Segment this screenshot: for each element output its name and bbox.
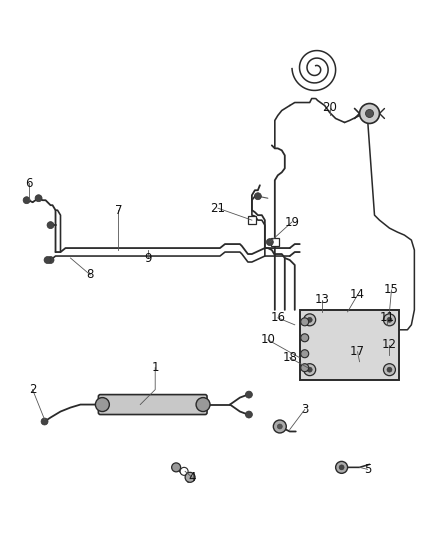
- Text: 20: 20: [322, 101, 337, 114]
- Text: 6: 6: [25, 177, 32, 190]
- Text: 14: 14: [350, 288, 365, 301]
- Circle shape: [339, 465, 344, 470]
- Text: 10: 10: [261, 333, 275, 346]
- Circle shape: [196, 398, 210, 411]
- Text: 1: 1: [152, 361, 159, 374]
- Circle shape: [360, 103, 379, 124]
- Text: 13: 13: [314, 293, 329, 306]
- Circle shape: [273, 420, 286, 433]
- Circle shape: [307, 367, 312, 372]
- Circle shape: [44, 256, 51, 263]
- Circle shape: [266, 239, 273, 246]
- Circle shape: [35, 195, 42, 201]
- Circle shape: [47, 256, 54, 263]
- Text: 5: 5: [364, 463, 371, 476]
- Text: 18: 18: [283, 351, 297, 364]
- Circle shape: [301, 318, 309, 326]
- Circle shape: [180, 467, 188, 475]
- Circle shape: [245, 411, 252, 418]
- Text: 4: 4: [188, 471, 196, 484]
- Bar: [271, 238, 279, 246]
- Text: 21: 21: [211, 201, 226, 215]
- Circle shape: [366, 109, 374, 117]
- Bar: [300, 310, 399, 379]
- Circle shape: [301, 350, 309, 358]
- Bar: [248, 216, 256, 224]
- FancyBboxPatch shape: [99, 394, 207, 415]
- Text: 19: 19: [284, 216, 299, 229]
- Text: 16: 16: [270, 311, 285, 325]
- Text: 15: 15: [384, 284, 399, 296]
- Circle shape: [172, 463, 180, 472]
- Circle shape: [277, 424, 283, 429]
- Text: 17: 17: [350, 345, 365, 358]
- Circle shape: [307, 317, 312, 322]
- Text: 12: 12: [382, 338, 397, 351]
- Circle shape: [384, 314, 396, 326]
- Circle shape: [47, 222, 54, 229]
- Circle shape: [95, 398, 110, 411]
- Circle shape: [336, 462, 348, 473]
- Text: 7: 7: [115, 204, 122, 217]
- Text: 11: 11: [380, 311, 395, 325]
- Circle shape: [254, 193, 261, 200]
- Text: 3: 3: [301, 403, 308, 416]
- Circle shape: [301, 334, 309, 342]
- Circle shape: [185, 472, 195, 482]
- Circle shape: [387, 367, 392, 372]
- Circle shape: [245, 391, 252, 398]
- Text: 9: 9: [145, 252, 152, 264]
- Circle shape: [384, 364, 396, 376]
- Circle shape: [41, 418, 48, 425]
- Circle shape: [301, 364, 309, 372]
- Text: 2: 2: [29, 383, 36, 396]
- Circle shape: [23, 197, 30, 204]
- Circle shape: [304, 364, 316, 376]
- Circle shape: [387, 317, 392, 322]
- Circle shape: [304, 314, 316, 326]
- Text: 8: 8: [87, 269, 94, 281]
